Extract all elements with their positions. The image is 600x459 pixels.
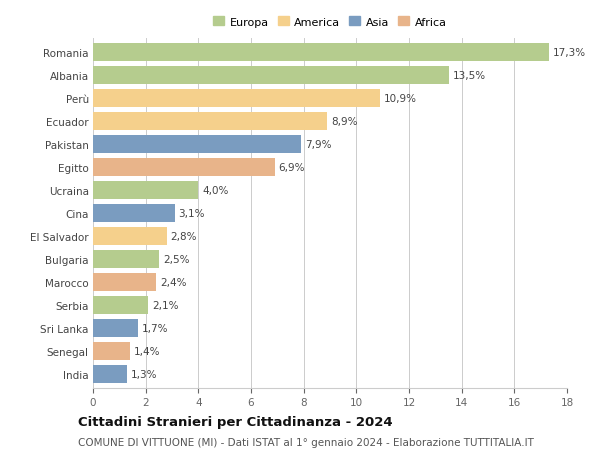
Text: 2,5%: 2,5% (163, 254, 189, 264)
Text: Cittadini Stranieri per Cittadinanza - 2024: Cittadini Stranieri per Cittadinanza - 2… (78, 415, 392, 428)
Text: 6,9%: 6,9% (278, 162, 305, 173)
Bar (93, 112, 328, 130)
Bar (93, 273, 156, 291)
Bar (93, 90, 380, 107)
Bar (93, 365, 127, 383)
Bar (93, 44, 548, 62)
Bar (93, 136, 301, 153)
Text: 1,7%: 1,7% (142, 323, 168, 333)
Text: 8,9%: 8,9% (331, 117, 358, 127)
Bar (93, 159, 275, 176)
Legend: Europa, America, Asia, Africa: Europa, America, Asia, Africa (211, 15, 449, 30)
Text: 3,1%: 3,1% (179, 208, 205, 218)
Bar (93, 181, 199, 199)
Text: 1,4%: 1,4% (134, 346, 160, 356)
Bar (93, 342, 130, 360)
Text: 17,3%: 17,3% (553, 48, 586, 58)
Text: 2,1%: 2,1% (152, 300, 179, 310)
Bar (93, 67, 449, 85)
Bar (93, 227, 167, 245)
Text: 2,8%: 2,8% (170, 231, 197, 241)
Text: 4,0%: 4,0% (202, 185, 229, 196)
Bar (93, 297, 148, 314)
Bar (93, 205, 175, 222)
Text: 10,9%: 10,9% (384, 94, 417, 104)
Bar (93, 251, 159, 268)
Text: 13,5%: 13,5% (452, 71, 485, 81)
Text: 2,4%: 2,4% (160, 277, 187, 287)
Bar (93, 319, 138, 337)
Text: 1,3%: 1,3% (131, 369, 158, 379)
Text: 7,9%: 7,9% (305, 140, 331, 150)
Text: COMUNE DI VITTUONE (MI) - Dati ISTAT al 1° gennaio 2024 - Elaborazione TUTTITALI: COMUNE DI VITTUONE (MI) - Dati ISTAT al … (78, 437, 534, 447)
